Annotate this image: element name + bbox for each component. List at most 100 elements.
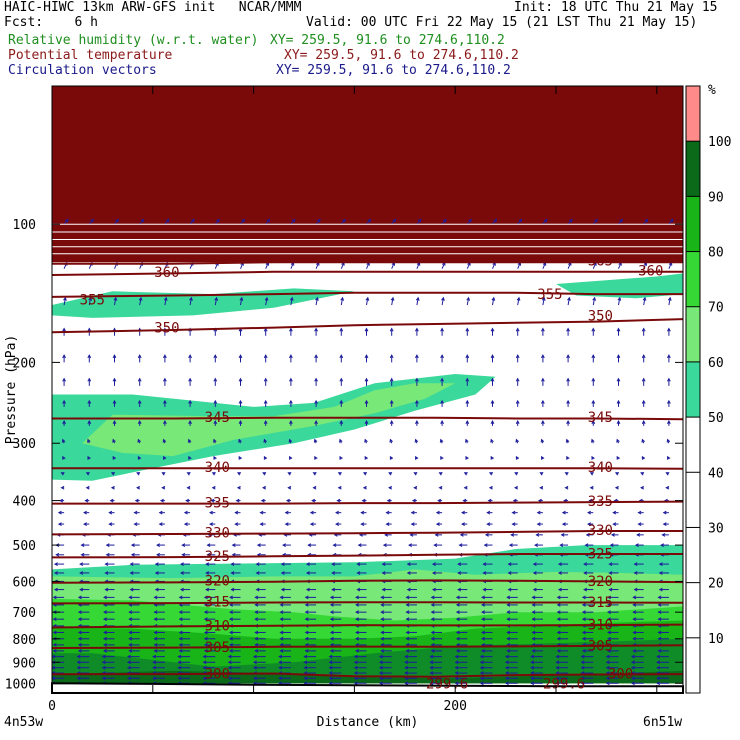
wind-vector-head (254, 610, 259, 615)
wind-vector-head (356, 562, 361, 566)
wind-vector-head (454, 654, 459, 659)
wind-vector-head (329, 648, 334, 653)
wind-vector-head (658, 587, 663, 592)
y-tick-label-1000: 1000 (5, 677, 36, 692)
wind-vector-head (227, 654, 232, 659)
wind-vector-head (587, 522, 591, 526)
wind-vector-head (229, 636, 233, 641)
wind-vector-head (101, 676, 106, 681)
wind-vector-head (355, 617, 359, 622)
wind-vector-head (388, 485, 392, 490)
wind-vector-head (591, 377, 596, 382)
wind-vector-head (612, 522, 617, 526)
wind-vector-head (656, 676, 661, 681)
wind-vector-head (353, 681, 358, 686)
colorbar-band-90 (686, 141, 700, 197)
y-tick-label-800: 800 (13, 633, 36, 648)
wind-vector-head (254, 617, 259, 622)
wind-vector-head (507, 562, 512, 566)
wind-vector-head (328, 654, 333, 659)
colorbar-label-40: 40 (708, 466, 724, 481)
wind-vector-head (87, 420, 92, 424)
theta-contour-340 (52, 467, 684, 470)
wind-vector-head (205, 571, 210, 575)
wind-vector-head (511, 510, 516, 515)
wind-vector (88, 297, 92, 306)
wind-vector-head (438, 472, 443, 476)
wind-vector-head (203, 603, 208, 607)
wind-vector-head (52, 595, 57, 600)
theta-contour-350 (51, 318, 684, 334)
wind-vector-head (404, 660, 409, 665)
colorbar-band-60 (686, 306, 700, 362)
colorbar-label-20: 20 (708, 577, 724, 592)
theta-label-355: 355 (80, 293, 105, 309)
wind-vector-head (440, 354, 444, 359)
wind-vector-head (187, 438, 192, 443)
wind-vector-head (457, 571, 462, 575)
wind-vector-head (607, 648, 611, 653)
wind-vector-head (566, 399, 570, 404)
wind-vector-head (669, 218, 674, 223)
wind-vector-head (312, 485, 317, 490)
wind-vector-head (367, 218, 372, 223)
wind-vector-head (339, 327, 344, 332)
wind-vector-head (364, 399, 369, 404)
wind-vector (290, 262, 294, 269)
wind-vector-head (481, 595, 485, 600)
wind-vector-head (339, 377, 344, 382)
theta-contour-310 (51, 623, 684, 629)
wind-vector-head (641, 399, 646, 404)
wind-vector-head (203, 595, 208, 600)
wind-vector-head (504, 671, 509, 675)
theta-label-345: 345 (588, 410, 613, 426)
wind-vector-head (263, 455, 268, 460)
wind-vector-head (203, 630, 208, 635)
wind-vector-head (431, 587, 436, 592)
field-rh-name: Relative humidity (w.r.t. water) (8, 33, 259, 48)
wind-vector-head (633, 562, 638, 566)
wind-vector-head (329, 630, 334, 635)
wind-vector-head (506, 630, 511, 635)
y-tick-label-500: 500 (13, 539, 36, 554)
wind-vector (391, 262, 395, 269)
wind-vector-head (589, 472, 594, 476)
wind-vector-head (87, 327, 92, 332)
wind-vector-head (514, 485, 518, 490)
wind-vector-head (429, 654, 434, 659)
wind-vector-head (417, 218, 422, 223)
wind-vector-head (530, 676, 535, 681)
wind-vector-head (76, 676, 81, 681)
wind-vector-head (128, 610, 133, 615)
wind-vector-head (389, 327, 394, 332)
wind-vector-head (482, 587, 487, 592)
wind-vector (492, 262, 496, 269)
field-theta-name: Potential temperature (8, 48, 173, 63)
wind-vector-head (657, 636, 662, 641)
wind-vector-head (556, 617, 561, 622)
wind-vector (315, 262, 320, 269)
wind-vector-head (163, 455, 167, 460)
wind-vector-head (515, 420, 520, 424)
wind-vector-head (541, 399, 545, 404)
wind-vector-head (52, 630, 57, 635)
wind-vector-head (128, 617, 133, 622)
wind-vector-head (630, 681, 635, 686)
wind-vector-head (254, 636, 259, 641)
colorbar-label-30: 30 (708, 521, 724, 536)
wind-vector-head (656, 660, 661, 665)
wind-vector-head (516, 296, 521, 301)
wind-vector-head (87, 377, 92, 382)
wind-vector-head (591, 438, 595, 443)
wind-vector-head (314, 327, 318, 332)
wind-vector-head (566, 327, 570, 332)
wind-vector (617, 297, 621, 306)
wind-vector-head (430, 617, 435, 622)
wind-vector-head (136, 472, 141, 476)
wind-vector-head (278, 660, 283, 665)
wind-vector-head (213, 354, 218, 359)
wind-vector-head (657, 610, 662, 615)
wind-vector-head (465, 420, 470, 424)
wind-vector-head (429, 681, 434, 686)
wind-vector-head (430, 603, 435, 607)
